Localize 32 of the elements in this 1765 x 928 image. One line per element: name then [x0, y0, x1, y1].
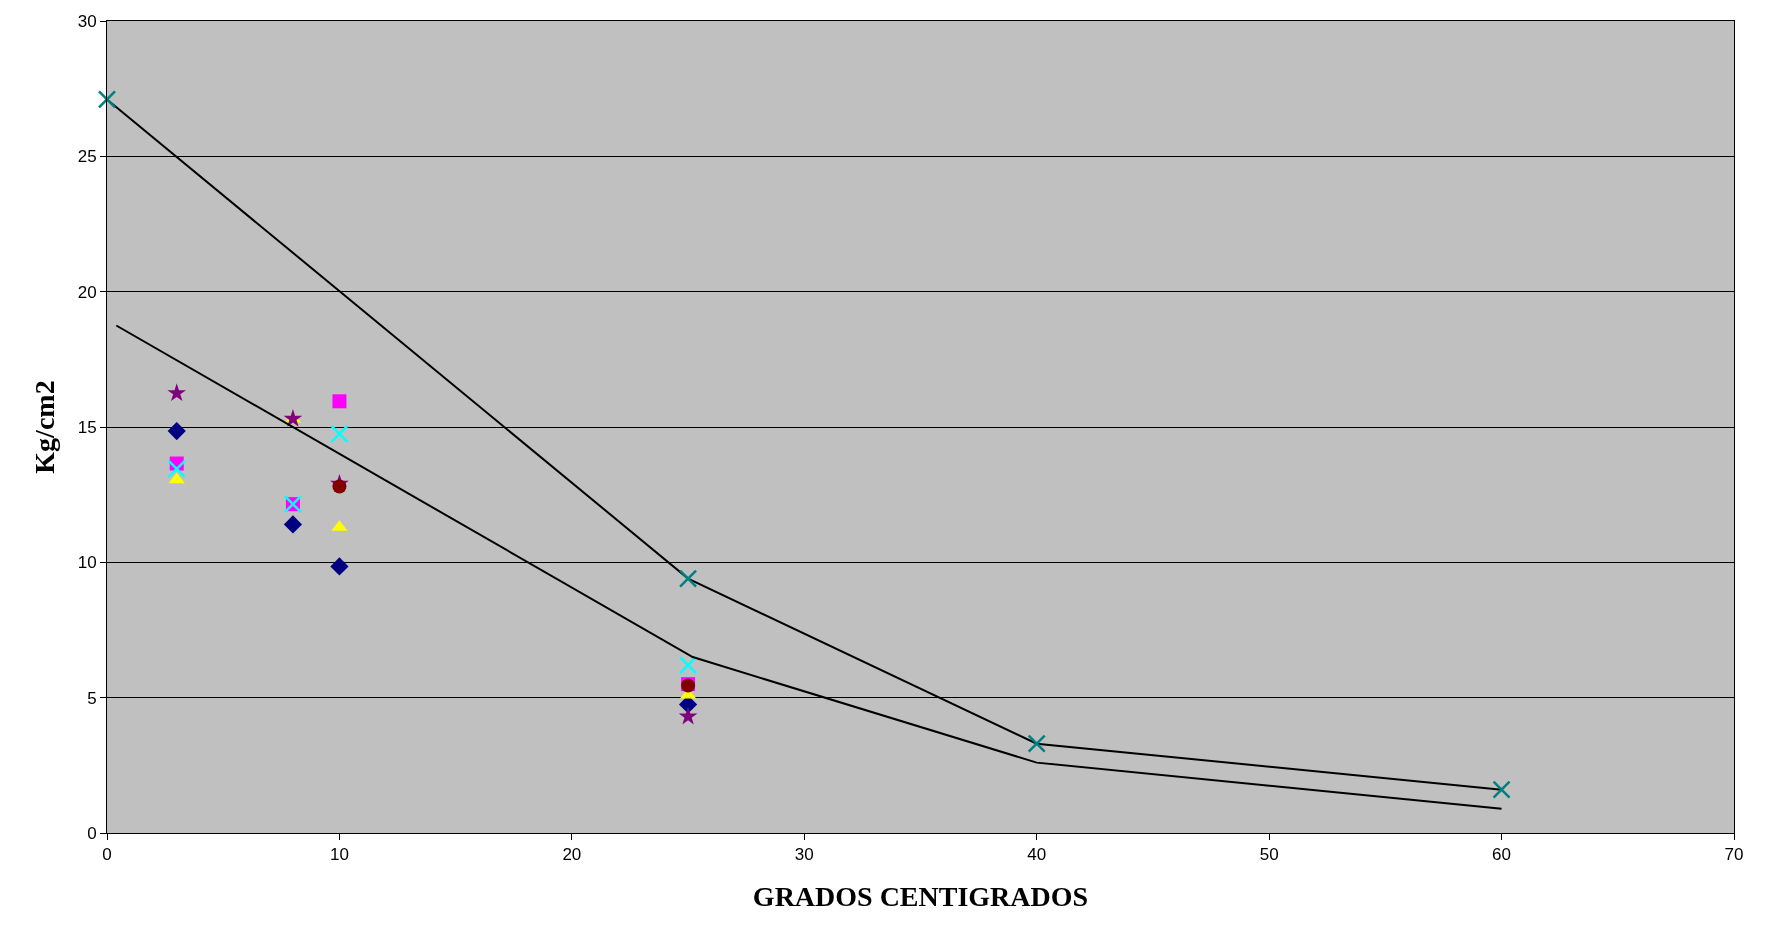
- point: [330, 557, 349, 576]
- x-tick-label: 10: [329, 845, 349, 865]
- y-tick-label: 15: [77, 417, 97, 437]
- x-tick-label: 60: [1492, 845, 1512, 865]
- point: [332, 394, 347, 409]
- x-axis-title: GRADOS CENTIGRADOS: [752, 880, 1089, 912]
- y-tick-label: 5: [87, 688, 97, 708]
- point: [167, 383, 187, 402]
- point: [168, 472, 185, 484]
- point: [1492, 780, 1511, 799]
- x-tick-label: 20: [562, 845, 582, 865]
- point: [283, 409, 303, 427]
- point: [330, 424, 349, 444]
- point: [678, 569, 698, 588]
- point: [283, 515, 303, 534]
- point: [167, 421, 186, 441]
- x-tick-label: 70: [1724, 845, 1744, 865]
- point: [167, 459, 186, 479]
- y-tick-label: 25: [77, 147, 97, 167]
- point: [678, 706, 698, 725]
- point: [332, 479, 347, 494]
- x-tick-label: 50: [1259, 845, 1279, 865]
- point: [1027, 734, 1046, 753]
- y-tick-label: 0: [87, 823, 97, 843]
- x-tick-label: 0: [102, 845, 112, 865]
- y-tick-label: 20: [77, 282, 97, 302]
- y-tick-label: 10: [77, 553, 97, 573]
- x-tick-label: 30: [794, 845, 814, 865]
- y-axis-title: Kg/cm2: [29, 380, 61, 474]
- point: [97, 90, 117, 109]
- x-tick-label: 40: [1027, 845, 1047, 865]
- y-tick-label: 30: [77, 11, 97, 31]
